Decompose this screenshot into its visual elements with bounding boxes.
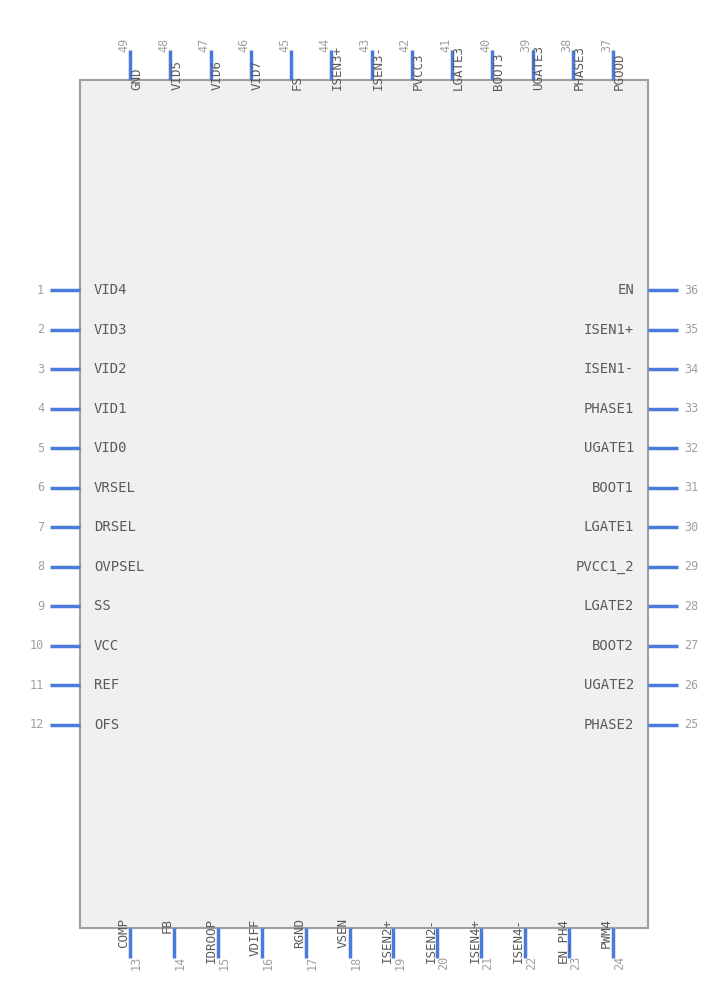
Text: COMP: COMP bbox=[117, 918, 130, 948]
Text: VID4: VID4 bbox=[94, 283, 127, 297]
Text: PWM4: PWM4 bbox=[600, 918, 613, 948]
Text: 17: 17 bbox=[306, 956, 319, 970]
Text: 24: 24 bbox=[613, 956, 626, 970]
Text: 1: 1 bbox=[37, 283, 44, 296]
Text: FB: FB bbox=[161, 918, 174, 933]
Text: 38: 38 bbox=[560, 38, 573, 52]
Text: 18: 18 bbox=[349, 956, 363, 970]
Text: EN_PH4: EN_PH4 bbox=[556, 918, 569, 963]
Text: 41: 41 bbox=[439, 38, 452, 52]
Text: PHASE1: PHASE1 bbox=[584, 401, 634, 415]
Text: 35: 35 bbox=[684, 323, 698, 336]
Text: PGOOD: PGOOD bbox=[613, 52, 626, 90]
Text: BOOT2: BOOT2 bbox=[592, 639, 634, 653]
Text: 31: 31 bbox=[684, 481, 698, 494]
Text: ISEN4+: ISEN4+ bbox=[468, 918, 481, 963]
Text: 37: 37 bbox=[600, 38, 613, 52]
Text: 12: 12 bbox=[30, 719, 44, 732]
Text: VID0: VID0 bbox=[94, 442, 127, 456]
Text: 46: 46 bbox=[238, 38, 250, 52]
Text: 9: 9 bbox=[37, 600, 44, 613]
Text: 6: 6 bbox=[37, 481, 44, 494]
Text: 48: 48 bbox=[157, 38, 170, 52]
Text: OVPSEL: OVPSEL bbox=[94, 559, 144, 574]
Text: VID1: VID1 bbox=[94, 401, 127, 415]
Text: 43: 43 bbox=[358, 38, 371, 52]
Text: EN: EN bbox=[617, 283, 634, 297]
Text: GND: GND bbox=[130, 68, 143, 90]
Text: ISEN2-: ISEN2- bbox=[424, 918, 438, 963]
Text: 30: 30 bbox=[684, 521, 698, 534]
Bar bbox=[80, 80, 648, 928]
Text: 3: 3 bbox=[37, 363, 44, 376]
Text: 29: 29 bbox=[684, 560, 698, 574]
Text: VID3: VID3 bbox=[94, 323, 127, 337]
Text: UGATE3: UGATE3 bbox=[532, 45, 545, 90]
Text: 28: 28 bbox=[684, 600, 698, 613]
Text: LGATE3: LGATE3 bbox=[452, 45, 465, 90]
Text: PVCC1_2: PVCC1_2 bbox=[575, 559, 634, 574]
Text: ISEN3-: ISEN3- bbox=[371, 45, 384, 90]
Text: PHASE3: PHASE3 bbox=[573, 45, 586, 90]
Text: UGATE1: UGATE1 bbox=[584, 442, 634, 456]
Text: LGATE2: LGATE2 bbox=[584, 600, 634, 613]
Text: VDIFF: VDIFF bbox=[249, 918, 262, 956]
Text: ISEN2+: ISEN2+ bbox=[381, 918, 393, 963]
Text: RGND: RGND bbox=[293, 918, 306, 948]
Text: 5: 5 bbox=[37, 442, 44, 455]
Text: 8: 8 bbox=[37, 560, 44, 574]
Text: ISEN1+: ISEN1+ bbox=[584, 323, 634, 337]
Text: VCC: VCC bbox=[94, 639, 119, 653]
Text: 45: 45 bbox=[278, 38, 291, 52]
Text: 44: 44 bbox=[318, 38, 331, 52]
Text: FS: FS bbox=[291, 75, 304, 90]
Text: VSEN: VSEN bbox=[336, 918, 349, 948]
Text: 21: 21 bbox=[481, 956, 494, 970]
Text: DRSEL: DRSEL bbox=[94, 520, 136, 534]
Text: ISEN3+: ISEN3+ bbox=[331, 45, 344, 90]
Text: 25: 25 bbox=[684, 719, 698, 732]
Text: LGATE1: LGATE1 bbox=[584, 520, 634, 534]
Text: 4: 4 bbox=[37, 402, 44, 415]
Text: 7: 7 bbox=[37, 521, 44, 534]
Text: VID6: VID6 bbox=[210, 60, 223, 90]
Text: OFS: OFS bbox=[94, 718, 119, 732]
Text: 47: 47 bbox=[197, 38, 210, 52]
Text: 20: 20 bbox=[438, 956, 451, 970]
Text: PHASE2: PHASE2 bbox=[584, 718, 634, 732]
Text: 22: 22 bbox=[525, 956, 538, 970]
Text: 32: 32 bbox=[684, 442, 698, 455]
Text: 13: 13 bbox=[130, 956, 143, 970]
Text: ISEN1-: ISEN1- bbox=[584, 362, 634, 376]
Text: VID5: VID5 bbox=[170, 60, 183, 90]
Text: 14: 14 bbox=[174, 956, 187, 970]
Text: 10: 10 bbox=[30, 639, 44, 652]
Text: 42: 42 bbox=[399, 38, 412, 52]
Text: 36: 36 bbox=[684, 283, 698, 296]
Text: VID7: VID7 bbox=[250, 60, 264, 90]
Text: 11: 11 bbox=[30, 679, 44, 691]
Text: 23: 23 bbox=[569, 956, 582, 970]
Text: BOOT3: BOOT3 bbox=[492, 52, 505, 90]
Text: BOOT1: BOOT1 bbox=[592, 481, 634, 495]
Text: 34: 34 bbox=[684, 363, 698, 376]
Text: 26: 26 bbox=[684, 679, 698, 691]
Text: REF: REF bbox=[94, 678, 119, 692]
Text: VRSEL: VRSEL bbox=[94, 481, 136, 495]
Text: ISEN4-: ISEN4- bbox=[513, 918, 525, 963]
Text: 19: 19 bbox=[393, 956, 406, 970]
Text: 27: 27 bbox=[684, 639, 698, 652]
Text: 2: 2 bbox=[37, 323, 44, 336]
Text: IDROOP: IDROOP bbox=[205, 918, 218, 963]
Text: 15: 15 bbox=[218, 956, 231, 970]
Text: 16: 16 bbox=[262, 956, 274, 970]
Text: VID2: VID2 bbox=[94, 362, 127, 376]
Text: 40: 40 bbox=[479, 38, 492, 52]
Text: PVCC3: PVCC3 bbox=[412, 52, 424, 90]
Text: 33: 33 bbox=[684, 402, 698, 415]
Text: 49: 49 bbox=[117, 38, 130, 52]
Text: SS: SS bbox=[94, 600, 111, 613]
Text: UGATE2: UGATE2 bbox=[584, 678, 634, 692]
Text: 39: 39 bbox=[520, 38, 532, 52]
